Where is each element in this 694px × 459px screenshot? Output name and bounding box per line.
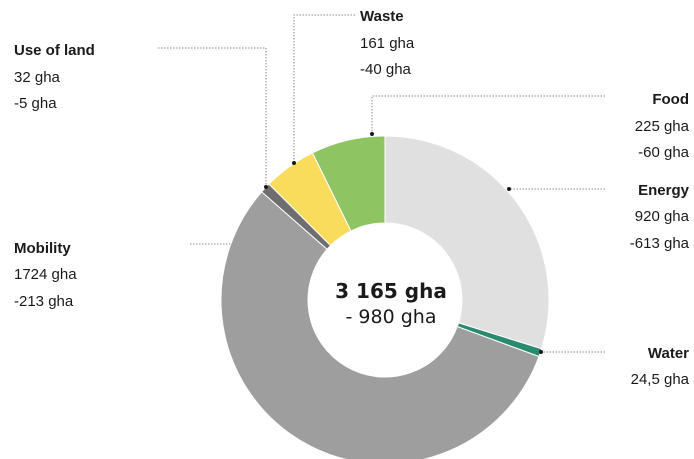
slice-food (311, 135, 386, 232)
label-food-delta: -60 gha (638, 144, 690, 161)
center-total: 3 165 gha (335, 279, 447, 303)
leader-lines (158, 14, 605, 354)
label-use-of-land-delta: -5 gha (14, 95, 57, 112)
leader-food (371, 95, 605, 134)
center-delta: - 980 gha (346, 306, 437, 328)
label-waste-value: 161 gha (360, 35, 415, 52)
label-use-of-land-value: 32 gha (14, 69, 61, 86)
label-mobility-name: Mobility (14, 240, 71, 257)
leader-dot-use-of-land (264, 185, 268, 189)
label-energy-name: Energy (638, 182, 690, 199)
label-food-name: Food (652, 91, 689, 108)
label-energy-delta: -613 gha (630, 235, 690, 252)
slice-mobility (220, 191, 540, 459)
leader-dot-water (539, 350, 543, 354)
label-energy-value: 920 gha (635, 208, 690, 225)
slice-energy (384, 135, 550, 350)
label-waste-delta: -40 gha (360, 61, 412, 78)
label-water-value: 24,5 gha (631, 371, 690, 388)
leader-dot-energy (507, 187, 511, 191)
leader-waste (293, 14, 355, 163)
label-food-value: 225 gha (635, 118, 690, 135)
label-use-of-land-name: Use of land (14, 42, 95, 59)
label-mobility-value: 1724 gha (14, 266, 77, 283)
leader-use-of-land (158, 47, 267, 187)
leader-dot-food (370, 132, 374, 136)
donut-slices (220, 135, 550, 459)
label-mobility-delta: -213 gha (14, 293, 74, 310)
leader-dot-waste (292, 161, 296, 165)
label-waste-name: Waste (360, 8, 404, 25)
label-water-name: Water (648, 345, 689, 362)
